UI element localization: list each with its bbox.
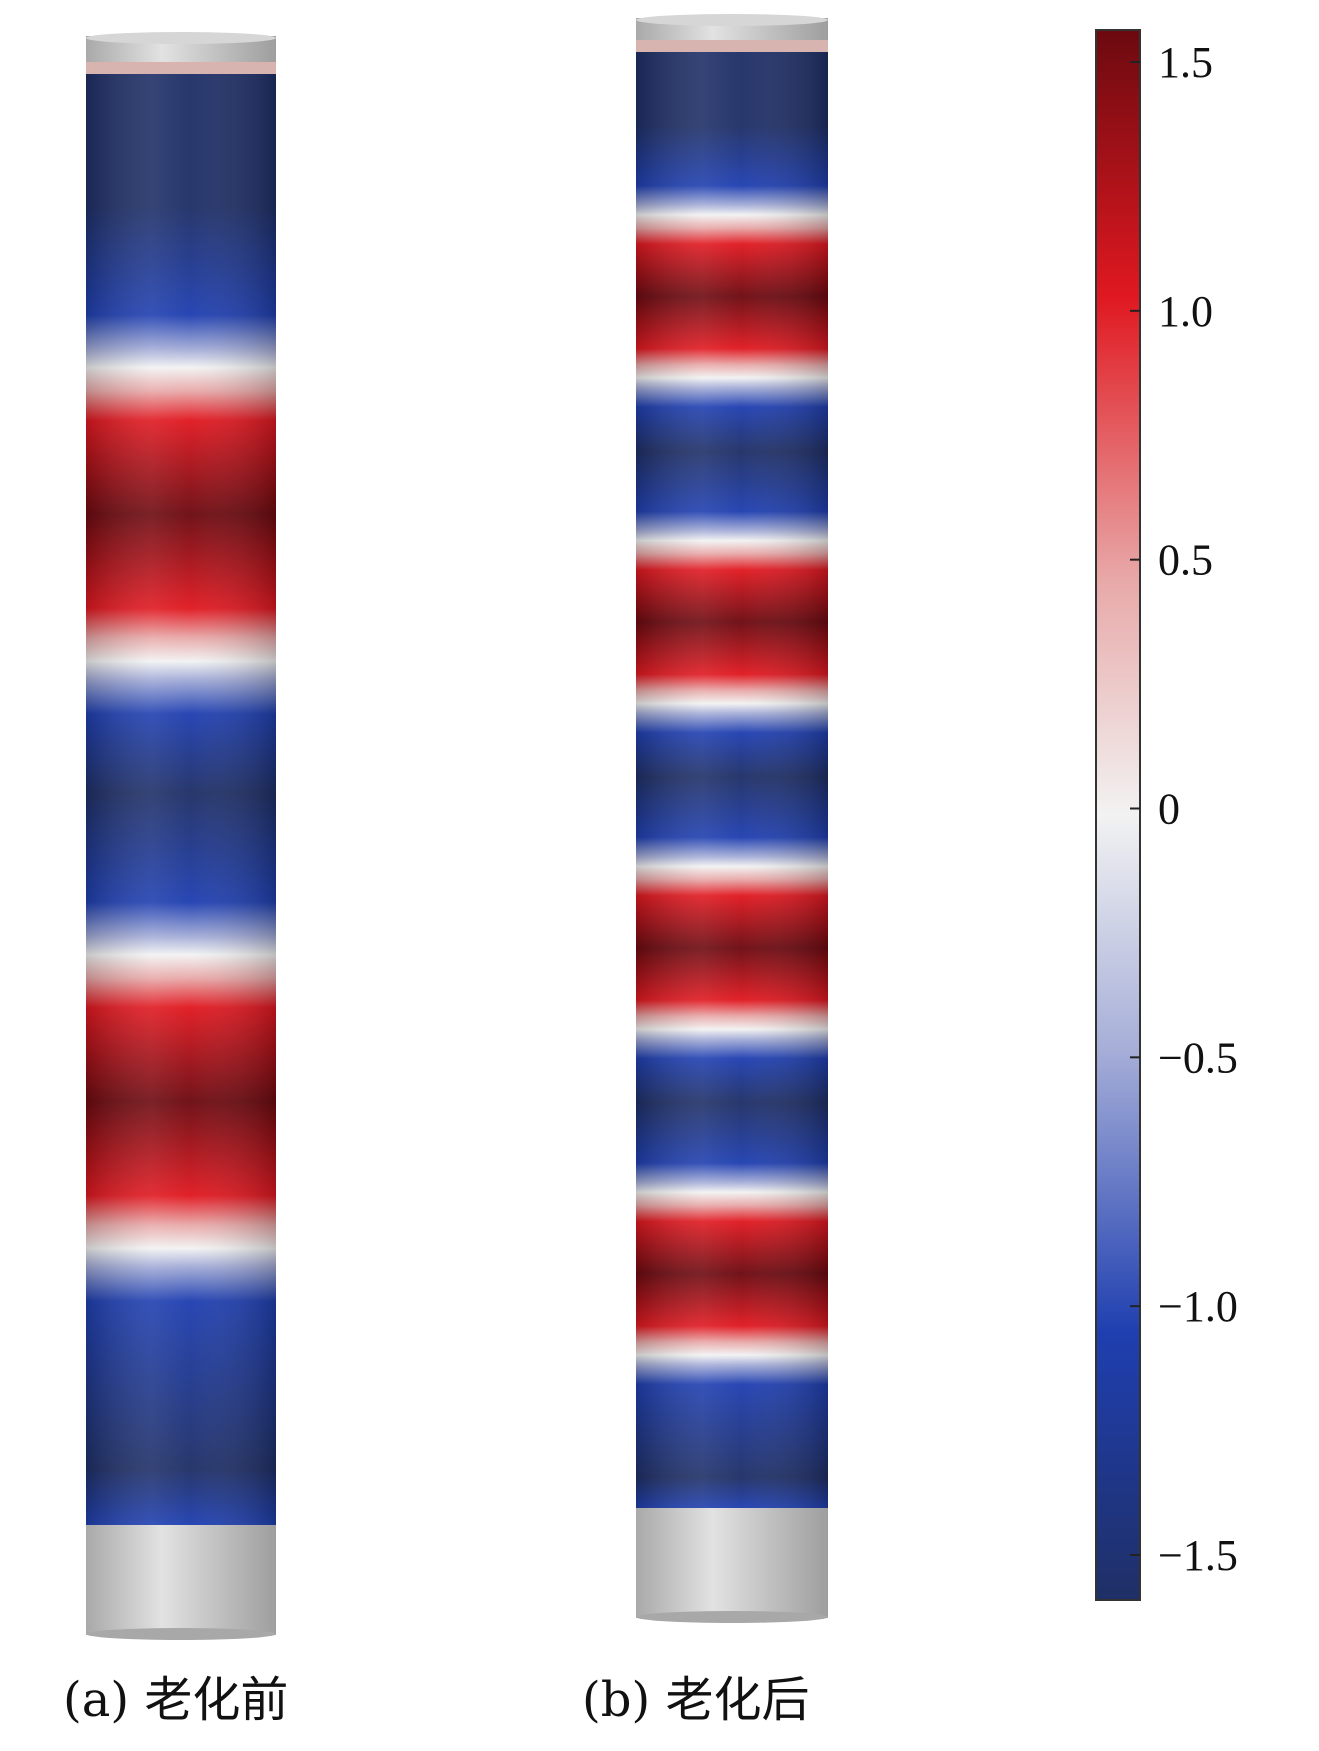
colorbar-ticks: 1.5 1.0 0.5 0 −0.5 −1.0 −1.5 [1130,38,1238,1580]
colorbar-tick-label: 0 [1158,785,1180,834]
colorbar-tick-label: 0.5 [1158,536,1213,585]
cylinder-a [86,32,276,1640]
cylinder-b-top-band [636,40,828,54]
cylinder-a-bottom-cap [86,1525,276,1635]
colorbar-tick-label: 1.0 [1158,287,1213,336]
colorbar-gradient [1095,29,1141,1601]
colorbar-tick-label: −1.0 [1158,1282,1238,1331]
cylinder-b-top-ellipse [636,14,828,26]
cylinder-a-top-band [86,62,276,76]
colorbar-tick-label: −1.5 [1158,1531,1238,1580]
cylinder-a-top-ellipse [86,32,276,44]
cylinder-b-bottom-cap [636,1508,828,1618]
colorbar-tick-label: −0.5 [1158,1033,1238,1082]
cylinder-b [636,14,828,1623]
cylinder-a-shading [86,74,276,1542]
cylinder-a-bottom-ellipse [86,1628,276,1640]
cylinder-b-shading [636,52,828,1518]
caption-a: (a) 老化前 [63,1672,289,1728]
colorbar-tick-label: 1.5 [1158,38,1213,87]
cylinder-b-bottom-ellipse [636,1611,828,1623]
caption-b: (b) 老化后 [582,1672,810,1728]
colorbar: 1.5 1.0 0.5 0 −0.5 −1.0 −1.5 [1095,29,1238,1601]
